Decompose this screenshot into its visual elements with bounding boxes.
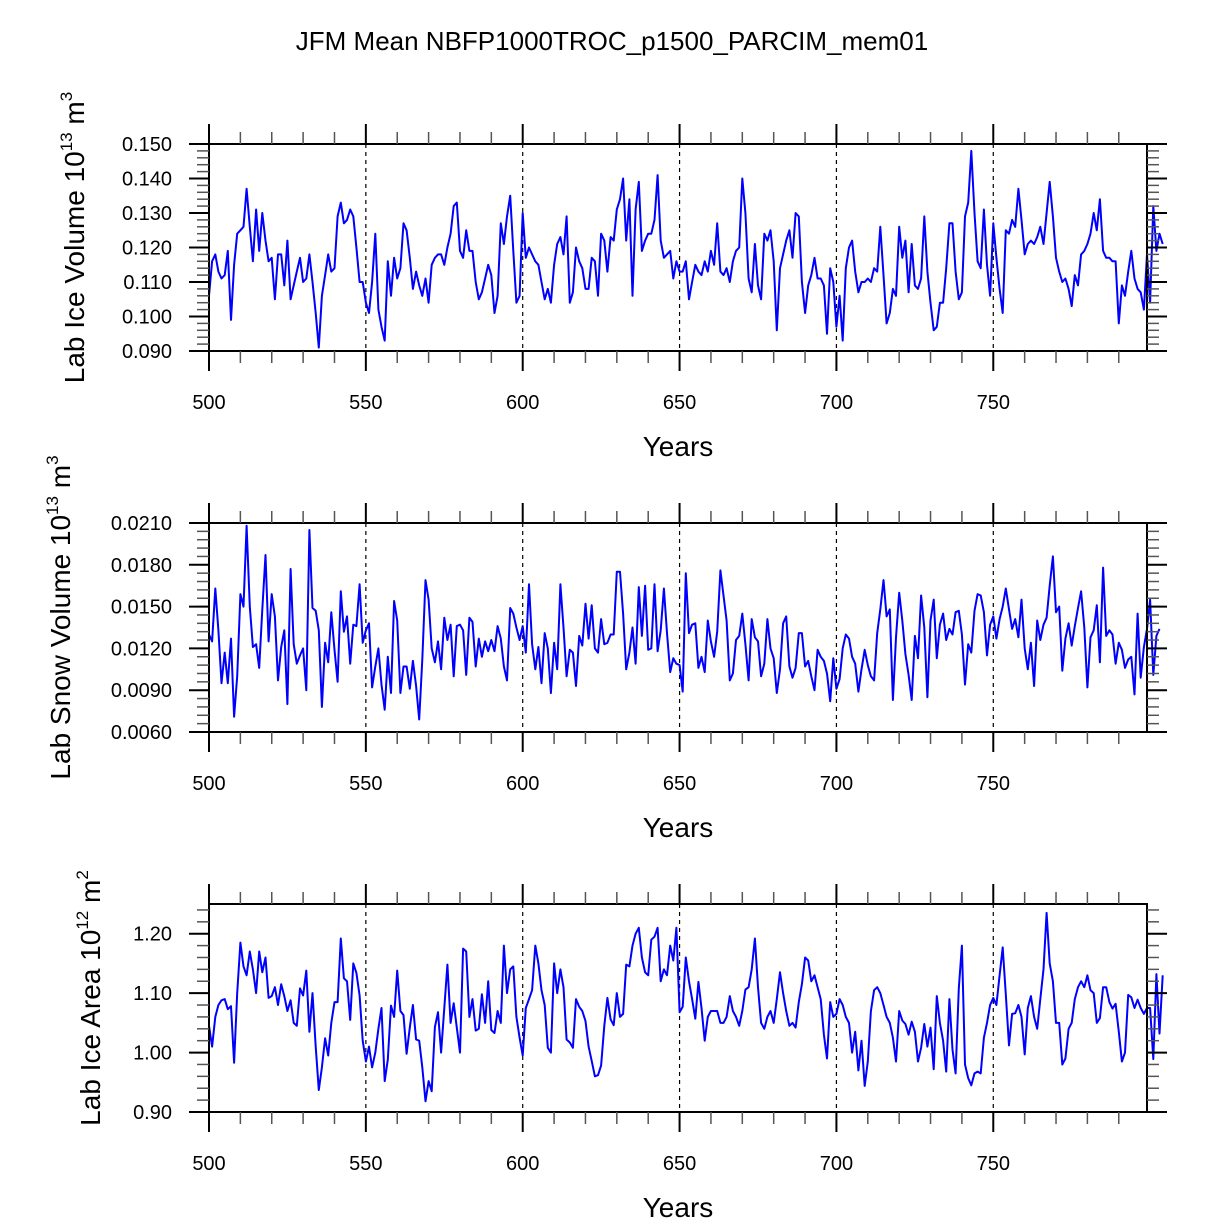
x-tick-label: 600 xyxy=(506,773,539,795)
series-line xyxy=(208,911,1164,1103)
y-tick-label: 1.20 xyxy=(133,924,172,946)
x-axis-title: Years xyxy=(643,431,714,462)
y-axis-title-superscript: 3 xyxy=(57,92,76,101)
x-tick-label: 500 xyxy=(192,392,225,414)
x-tick-label: 700 xyxy=(820,1153,853,1175)
y-axis-title-text: m xyxy=(75,880,106,911)
y-axis-title-text: m xyxy=(45,465,76,496)
x-axis-title: Years xyxy=(643,812,714,843)
y-tick-label: 0.130 xyxy=(122,203,172,225)
x-tick-label: 650 xyxy=(663,1153,696,1175)
x-tick-label: 550 xyxy=(349,1153,382,1175)
plot-frame xyxy=(208,903,1148,1113)
panel-2: 500 550 600 650 700 750 Years 0.0060 0.0090 0.012… xyxy=(43,455,1167,843)
plot-frame xyxy=(208,522,1148,733)
y-axis-title-superscript: 12 xyxy=(73,911,92,930)
x-axis-title: Years xyxy=(643,1192,714,1223)
x-tick-label: 650 xyxy=(663,392,696,414)
y-tick-label: 0.120 xyxy=(122,238,172,260)
y-tick-label: 0.150 xyxy=(122,134,172,156)
y-axis-title: Lab Ice Area 1012 m2 xyxy=(73,870,106,1126)
x-tick-label: 550 xyxy=(349,773,382,795)
x-tick-label: 500 xyxy=(192,773,225,795)
x-tick-label: 500 xyxy=(192,1153,225,1175)
y-tick-label: 0.0120 xyxy=(111,638,172,660)
x-tick-label: 750 xyxy=(977,392,1010,414)
y-tick-label: 0.0060 xyxy=(111,722,172,744)
y-axis-title-superscript: 13 xyxy=(43,496,62,515)
y-axis-title-text: m xyxy=(59,101,90,132)
y-axis-title-text: Lab Snow Volume 10 xyxy=(45,515,76,780)
x-tick-label: 600 xyxy=(506,392,539,414)
y-tick-label: 1.10 xyxy=(133,983,172,1005)
y-tick-label: 0.0150 xyxy=(111,597,172,619)
x-tick-label: 700 xyxy=(820,392,853,414)
y-axis-title-text: Lab Ice Volume 10 xyxy=(59,151,90,383)
panel-1: 500 550 600 650 700 750 Years 0.090 0.100 0.110 0.… xyxy=(57,92,1167,462)
x-tick-label: 750 xyxy=(977,773,1010,795)
x-tick-label: 550 xyxy=(349,392,382,414)
x-tick-label: 600 xyxy=(506,1153,539,1175)
y-tick-label: 0.0090 xyxy=(111,680,172,702)
panel-3: 500 550 600 650 700 750 Years 0.90 1.00 1.10 1.20 L… xyxy=(73,870,1167,1223)
chart-title: JFM Mean NBFP1000TROC_p1500_PARCIM_mem01 xyxy=(296,26,928,56)
y-tick-label: 0.100 xyxy=(122,307,172,329)
y-axis-title-text: Lab Ice Area 10 xyxy=(75,930,106,1126)
y-tick-label: 0.110 xyxy=(123,272,172,294)
y-tick-label: 1.00 xyxy=(133,1043,172,1065)
x-tick-label: 650 xyxy=(663,773,696,795)
series-line xyxy=(208,149,1164,349)
y-axis-title-superscript: 3 xyxy=(43,455,62,464)
y-tick-label: 0.0210 xyxy=(111,513,172,535)
y-tick-label: 0.0180 xyxy=(111,555,172,577)
y-tick-label: 0.90 xyxy=(133,1102,172,1124)
x-tick-label: 700 xyxy=(820,773,853,795)
plot-frame xyxy=(208,143,1148,352)
y-axis-title: Lab Snow Volume 1013 m3 xyxy=(43,455,76,779)
x-tick-label: 750 xyxy=(977,1153,1010,1175)
y-axis-title-superscript: 2 xyxy=(73,870,92,879)
y-tick-label: 0.140 xyxy=(122,169,172,191)
y-axis-title-superscript: 13 xyxy=(57,132,76,151)
y-axis-title: Lab Ice Volume 1013 m3 xyxy=(57,92,90,383)
series-line xyxy=(208,524,1161,721)
y-tick-label: 0.090 xyxy=(122,341,172,363)
